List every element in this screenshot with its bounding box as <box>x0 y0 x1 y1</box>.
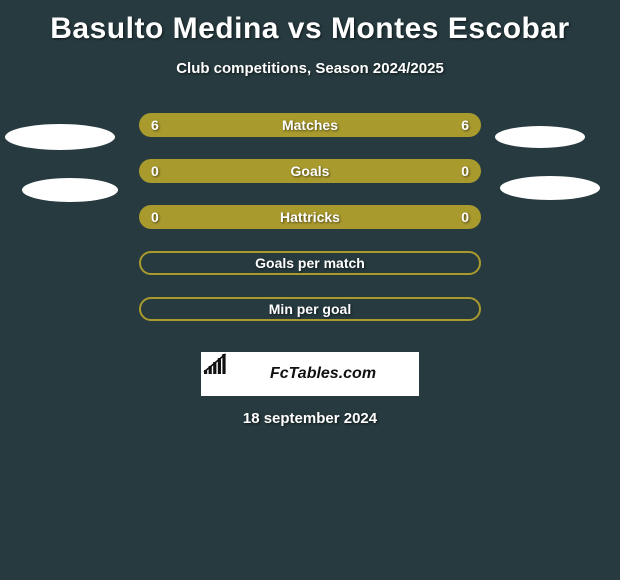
stat-value-right: 0 <box>461 209 469 225</box>
stat-pill: 0 Goals 0 <box>139 159 481 183</box>
logo-text: FcTables.com <box>270 365 376 383</box>
confidence-ellipse <box>495 126 585 148</box>
logo-box: FcTables.com <box>201 352 419 396</box>
stat-value-right: 0 <box>461 163 469 179</box>
stat-value-left: 0 <box>151 163 159 179</box>
stat-row: Min per goal <box>0 297 620 321</box>
stat-value-left: 6 <box>151 117 159 133</box>
bars-icon <box>201 352 229 376</box>
stat-pill: Goals per match <box>139 251 481 275</box>
stat-value-left: 0 <box>151 209 159 225</box>
page-title: Basulto Medina vs Montes Escobar <box>0 0 620 46</box>
stat-label: Min per goal <box>269 301 351 317</box>
stat-pill: Min per goal <box>139 297 481 321</box>
stat-row: 0 Hattricks 0 <box>0 205 620 229</box>
stat-pill: 6 Matches 6 <box>139 113 481 137</box>
stat-value-right: 6 <box>461 117 469 133</box>
stat-label: Goals <box>291 163 330 179</box>
stat-row: Goals per match <box>0 251 620 275</box>
stat-pill: 0 Hattricks 0 <box>139 205 481 229</box>
confidence-ellipse <box>5 124 115 150</box>
confidence-ellipse <box>22 178 118 202</box>
stat-label: Goals per match <box>255 255 365 271</box>
footer-date: 18 september 2024 <box>0 410 620 427</box>
stat-label: Hattricks <box>280 209 340 225</box>
confidence-ellipse <box>500 176 600 200</box>
page-subtitle: Club competitions, Season 2024/2025 <box>0 60 620 77</box>
stat-label: Matches <box>282 117 338 133</box>
